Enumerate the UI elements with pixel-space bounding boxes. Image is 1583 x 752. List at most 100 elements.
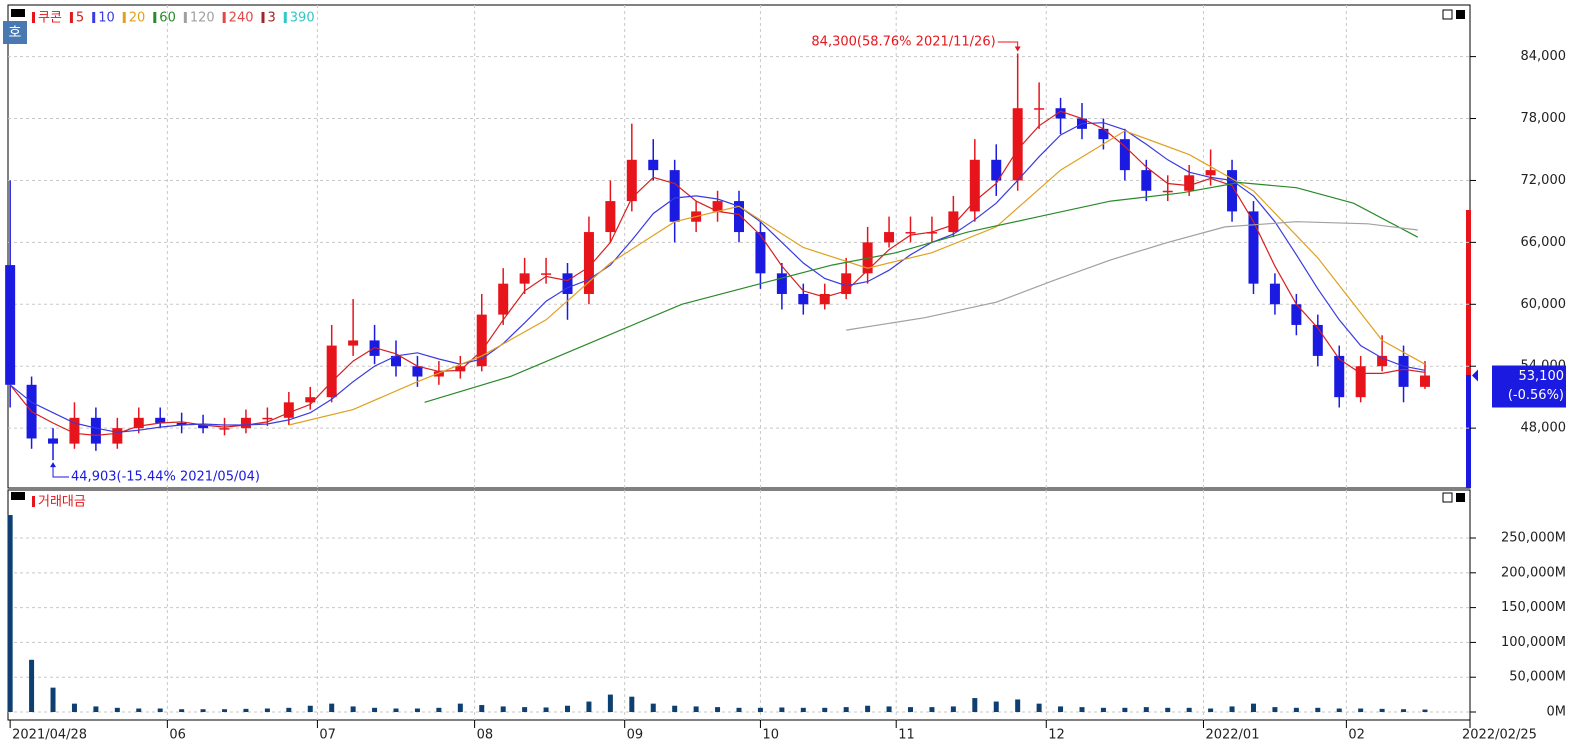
volume-bar [479,705,485,712]
volume-bar [650,703,656,712]
annotation-arrow [52,464,70,478]
volume-bar [264,708,270,712]
volume-bar [972,698,978,712]
y-tick-label: 66,000 [1521,235,1567,250]
candle-body [583,232,594,294]
panel-icon[interactable] [11,492,25,500]
moving-average-line [9,122,1426,433]
volume-bar [1336,708,1342,712]
volume-bar [907,707,913,712]
mode-button[interactable] [3,21,27,44]
volume-bar [1100,707,1106,712]
legend-swatch [183,12,187,23]
volume-bar [29,659,35,712]
volume-bar [693,706,699,712]
volume-bar [586,701,592,712]
candle-body [1291,304,1302,325]
panel-icon[interactable] [11,9,25,17]
y-tick-label: 48,000 [1521,421,1567,436]
volume-bar [822,707,828,712]
volume-bar [50,687,56,712]
volume-bar [1229,706,1235,712]
price-indicator-bar [1466,375,1471,488]
volume-bar [736,707,742,712]
candle-body [712,201,723,212]
candle-body [1355,366,1366,398]
volume-bar [522,707,528,712]
legend-swatch [32,12,35,23]
candle-body [391,355,402,367]
volume-bar [1143,707,1149,712]
volume-bar [929,707,935,712]
y-tick-label: 200,000M [1501,565,1566,580]
legend-label: 120 [190,11,215,26]
candle-body [1334,355,1345,398]
candle-body [562,273,573,294]
annotation: 44,903(-15.44% 2021/05/04) [71,470,260,485]
legend-swatch [32,496,35,507]
legend-label: 20 [129,11,146,26]
volume-bar [457,703,463,712]
volume-bar [1315,707,1321,712]
candle-body [991,159,1002,181]
x-tick-label: 08 [477,728,494,743]
volume-bar [243,708,249,712]
candle-body [283,402,294,418]
annotation-arrowhead [1014,46,1021,52]
candle-body [498,283,509,315]
candle-body [1034,108,1045,110]
candle-body [648,159,659,171]
candle-body [1377,355,1388,367]
candle-body [1419,375,1430,387]
candle-body [90,417,101,444]
y-tick-label: 84,000 [1521,49,1567,64]
volume-bar [1015,699,1021,712]
candle-body [455,366,466,372]
x-tick-label: 2022/01 [1205,728,1259,743]
mode-button-label[interactable]: 호 [9,25,22,41]
volume-bar [1272,707,1278,712]
candle-body [412,366,423,377]
candle-body [605,201,616,233]
volume-bar [222,709,228,712]
candle-body [519,273,530,284]
close-button[interactable] [1456,10,1465,19]
candle-body [48,438,59,444]
x-tick-label: 12 [1048,728,1065,743]
candle-body [433,371,444,377]
candle-body [734,201,744,233]
volume-panel [7,489,1471,721]
candle-body [305,397,316,403]
x-tick-label: 11 [898,728,915,743]
volume-bar [500,706,506,712]
volume-bar [1058,706,1064,712]
x-tick-label: 09 [627,728,644,743]
volume-bar [307,705,313,712]
volume-bar [393,708,399,712]
candle-body [626,159,637,202]
candle-body [326,345,337,398]
volume-bar [200,709,206,712]
candle-body [1312,324,1323,356]
moving-average-line [846,221,1418,331]
volume-bar [715,707,721,712]
close-button[interactable] [1456,493,1465,502]
volume-bar [1208,708,1214,712]
maximize-button[interactable] [1442,9,1453,20]
candle-body [198,425,209,429]
volume-bar [372,707,378,712]
x-tick-label: 06 [169,728,186,743]
candle-body [1055,108,1066,119]
legend-label: 10 [98,11,115,26]
legend-swatch [122,12,126,23]
legend-label: 390 [290,11,315,26]
volume-bar [1079,707,1085,712]
candle-body [476,314,487,367]
y-tick-label: 72,000 [1521,173,1567,188]
candle-body [1269,283,1280,305]
maximize-button[interactable] [1442,492,1453,503]
last-price-box [1492,365,1566,408]
volume-bar [886,706,892,712]
volume-bar [1165,707,1171,712]
legend-label: 거래대금 [38,495,86,510]
